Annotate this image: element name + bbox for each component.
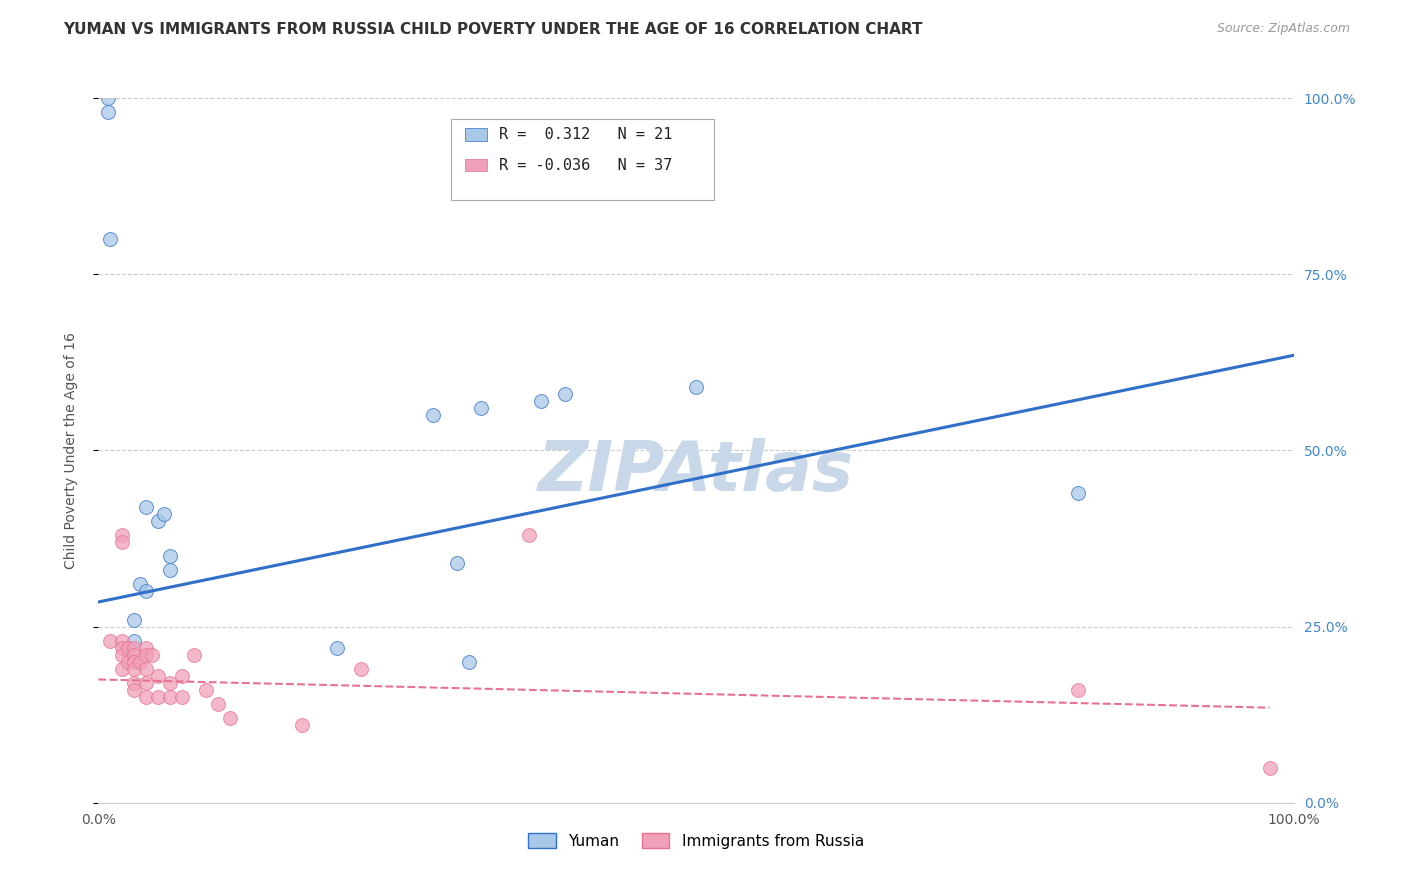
Point — [124, 662, 146, 676]
Point — [1067, 683, 1090, 698]
Point — [291, 718, 314, 732]
Text: Source: ZipAtlas.com: Source: ZipAtlas.com — [1216, 22, 1350, 36]
Y-axis label: Child Poverty Under the Age of 16: Child Poverty Under the Age of 16 — [63, 332, 77, 569]
Point — [135, 584, 157, 599]
Point — [159, 549, 181, 564]
FancyBboxPatch shape — [465, 128, 486, 141]
Point — [124, 633, 146, 648]
Point — [117, 640, 139, 655]
Point — [124, 640, 146, 655]
Point — [124, 655, 146, 669]
Point — [1067, 485, 1090, 500]
Point — [117, 655, 139, 669]
Point — [98, 232, 122, 246]
Point — [195, 683, 218, 698]
Point — [111, 535, 134, 549]
Point — [207, 697, 229, 711]
Point — [98, 633, 122, 648]
Point — [97, 105, 120, 120]
Point — [141, 648, 163, 662]
Point — [350, 662, 373, 676]
Point — [135, 662, 157, 676]
Text: R =  0.312   N = 21: R = 0.312 N = 21 — [499, 128, 672, 142]
Point — [135, 676, 157, 690]
Point — [458, 655, 481, 669]
FancyBboxPatch shape — [465, 159, 486, 171]
Point — [326, 640, 349, 655]
Point — [153, 507, 176, 521]
Point — [159, 690, 181, 705]
Point — [1258, 760, 1281, 774]
FancyBboxPatch shape — [451, 120, 714, 201]
Point — [148, 514, 170, 528]
Text: YUMAN VS IMMIGRANTS FROM RUSSIA CHILD POVERTY UNDER THE AGE OF 16 CORRELATION CH: YUMAN VS IMMIGRANTS FROM RUSSIA CHILD PO… — [63, 22, 922, 37]
Point — [554, 387, 576, 401]
Point — [530, 394, 553, 409]
Point — [159, 676, 181, 690]
Point — [135, 640, 157, 655]
Point — [111, 648, 134, 662]
Point — [172, 690, 194, 705]
Legend: Yuman, Immigrants from Russia: Yuman, Immigrants from Russia — [522, 827, 870, 855]
Point — [135, 648, 157, 662]
Point — [135, 690, 157, 705]
Point — [172, 669, 194, 683]
Point — [129, 577, 152, 591]
Point — [124, 683, 146, 698]
Point — [124, 648, 146, 662]
Point — [124, 676, 146, 690]
Point — [219, 711, 242, 725]
Point — [111, 633, 134, 648]
Point — [111, 528, 134, 542]
Point — [446, 556, 468, 570]
Point — [470, 401, 492, 416]
Point — [97, 91, 120, 105]
Point — [183, 648, 205, 662]
Point — [129, 655, 152, 669]
Point — [159, 563, 181, 577]
Point — [124, 613, 146, 627]
Point — [111, 662, 134, 676]
Point — [135, 500, 157, 514]
Text: R = -0.036   N = 37: R = -0.036 N = 37 — [499, 158, 672, 172]
Point — [517, 528, 540, 542]
Point — [111, 640, 134, 655]
Point — [685, 380, 707, 394]
Text: ZIPAtlas: ZIPAtlas — [538, 438, 853, 505]
Point — [148, 690, 170, 705]
Point — [148, 669, 170, 683]
Point — [422, 408, 444, 422]
